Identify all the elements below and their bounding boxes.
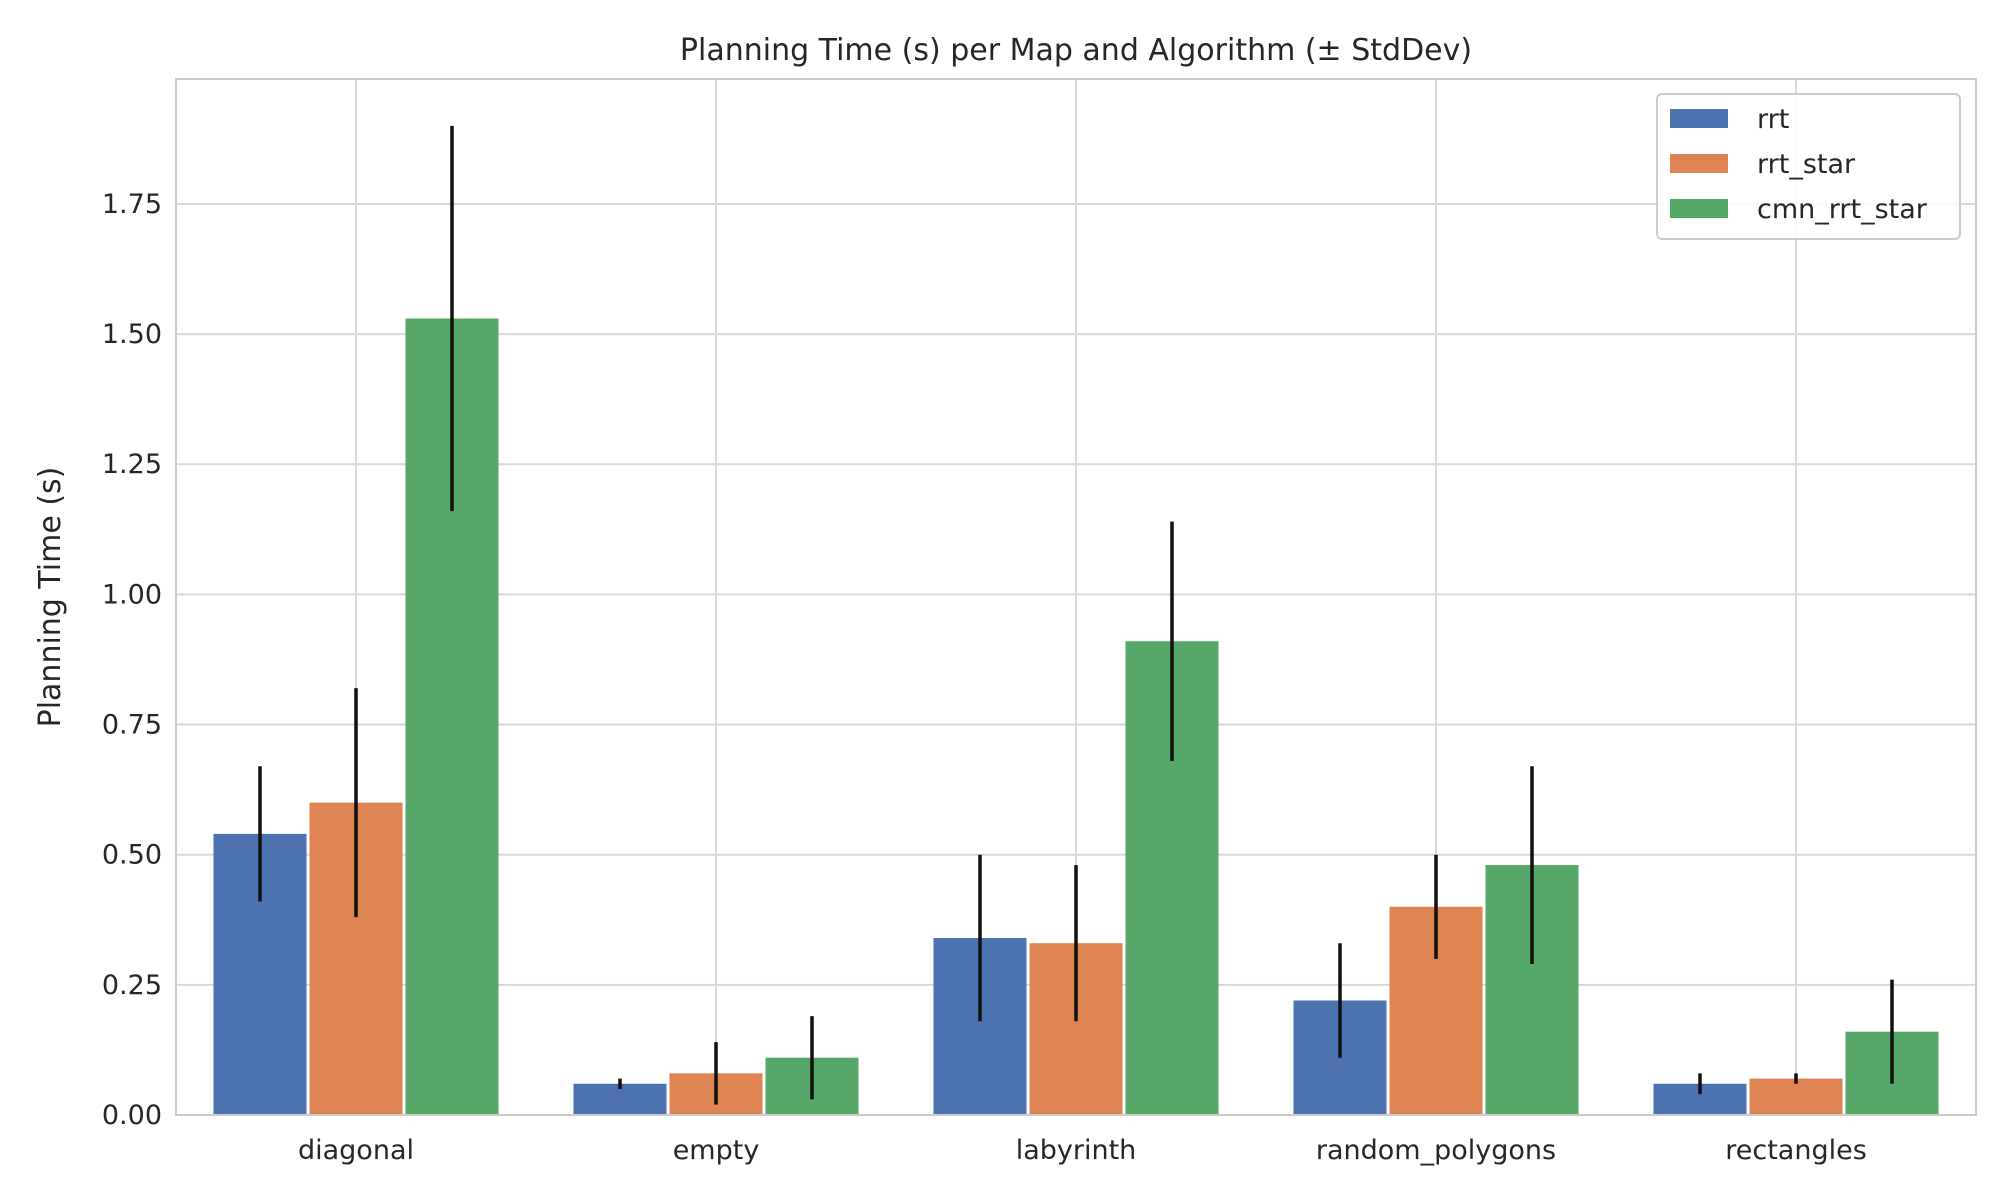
y-axis-label: Planning Time (s) [33, 467, 68, 728]
legend: rrt rrt_star cmn_rrt_star [1656, 93, 1961, 240]
legend-label-cmn-rrt-star: cmn_rrt_star [1757, 194, 1928, 225]
y-tick-label: 1.00 [102, 579, 162, 610]
x-tick-label: rectangles [1725, 1135, 1867, 1166]
y-tick-labels: 0.00 0.25 0.50 0.75 1.00 1.25 1.50 1.75 [102, 189, 162, 1131]
legend-swatch-rrt-star [1670, 154, 1728, 173]
x-tick-label: random_polygons [1316, 1135, 1556, 1166]
bars [213, 318, 1939, 1115]
y-tick-label: 0.75 [102, 710, 162, 741]
y-tick-label: 0.00 [102, 1100, 162, 1131]
y-tick-label: 1.50 [102, 319, 162, 350]
legend-swatch-cmn-rrt-star [1670, 199, 1728, 218]
y-tick-label: 1.75 [102, 189, 162, 220]
legend-label-rrt: rrt [1757, 104, 1789, 135]
y-tick-label: 1.25 [102, 449, 162, 480]
chart-title: Planning Time (s) per Map and Algorithm … [680, 33, 1472, 68]
legend-swatch-rrt [1670, 109, 1728, 128]
error-bars [258, 125, 1894, 1105]
legend-box [1656, 93, 1961, 240]
legend-label-rrt-star: rrt_star [1757, 149, 1856, 180]
x-tick-label: labyrinth [1016, 1135, 1137, 1166]
x-tick-label: diagonal [298, 1135, 414, 1166]
bar [1749, 1078, 1843, 1115]
x-tick-labels: diagonal empty labyrinth random_polygons rec… [298, 1135, 1867, 1166]
y-tick-label: 0.50 [102, 840, 162, 871]
x-tick-label: empty [673, 1135, 760, 1166]
y-tick-label: 0.25 [102, 970, 162, 1001]
plot-frame [175, 78, 1977, 1116]
